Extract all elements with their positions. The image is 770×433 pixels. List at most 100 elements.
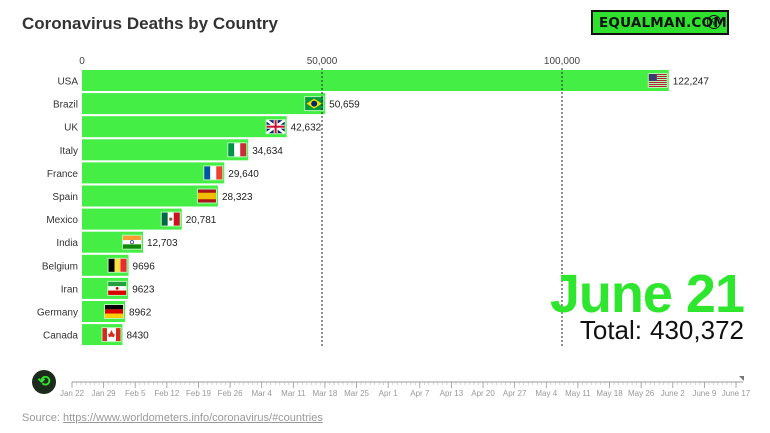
timeline-tick-label: May 11	[565, 389, 591, 398]
category-label: Spain	[52, 192, 78, 203]
total-value: 430,372	[650, 315, 744, 345]
timeline-tick-label: Jan 29	[92, 389, 117, 398]
timeline-slider[interactable]: Jan 22 Jan 29 Feb 5 Feb 12 Feb 19 Feb 26 Mar 4…	[0, 370, 770, 404]
flag-band	[102, 328, 107, 342]
category-label: Germany	[37, 308, 78, 319]
category-label: USA	[57, 77, 78, 88]
x-tick-label: 50,000	[307, 56, 338, 67]
timeline-tick-label: Feb 12	[154, 389, 179, 398]
value-label: 8430	[126, 331, 149, 342]
timeline-tick-label: Feb 19	[186, 389, 211, 398]
timeline-tick-label: Apr 1	[379, 389, 399, 398]
bar-uk	[82, 116, 287, 138]
flag-stripe	[648, 74, 667, 75]
flag-globe	[311, 100, 318, 107]
timeline-handle	[739, 376, 744, 381]
flag-band	[105, 309, 124, 314]
value-label: 12,703	[147, 238, 178, 249]
flag-band	[216, 166, 223, 180]
flag-band	[161, 212, 168, 226]
total-deaths: Total: 430,372	[572, 315, 744, 346]
bar-usa	[82, 70, 669, 91]
flag-band	[105, 305, 124, 310]
flag-stripe	[648, 80, 667, 81]
flag-band	[173, 212, 180, 226]
bar-brazil	[82, 93, 326, 115]
timeline-tick-label: May 18	[596, 389, 623, 398]
value-label: 34,634	[252, 146, 283, 157]
flag-chakra	[130, 240, 134, 245]
flag-band	[122, 240, 141, 245]
flag-stripe	[648, 82, 667, 83]
category-label: Mexico	[46, 215, 78, 226]
bar-france	[82, 162, 225, 184]
timeline-tick-label: June 17	[722, 389, 751, 398]
total-label: Total:	[579, 315, 643, 345]
category-label: India	[56, 238, 78, 249]
flag-leaf	[107, 330, 115, 338]
flag-band	[228, 143, 235, 157]
flag-stripe	[648, 76, 667, 77]
timeline-tick-label: Jan 22	[60, 389, 85, 398]
bar-chart: 0 50,000 100,000 USA 122,247 Brazil 50,659 UK 42…	[37, 56, 710, 346]
flag-band	[122, 235, 141, 241]
timeline-tick-label: Apr 20	[471, 389, 495, 398]
value-label: 20,781	[186, 215, 217, 226]
value-label: 50,659	[329, 100, 360, 111]
timeline-tick-label: Feb 5	[125, 389, 146, 398]
x-tick-label: 0	[79, 56, 85, 67]
value-label: 8962	[129, 308, 152, 319]
value-label: 122,247	[673, 77, 710, 88]
flag-stripe	[648, 86, 667, 87]
bar-mexico	[82, 208, 182, 230]
flag-band	[108, 258, 115, 272]
timeline-tick-label: May 26	[628, 389, 655, 398]
date-label: June 21	[549, 264, 745, 324]
flag-band	[108, 281, 127, 287]
flag-stripe	[648, 84, 667, 85]
category-label: France	[47, 169, 79, 180]
value-label: 9696	[133, 261, 156, 272]
category-label: Canada	[43, 331, 78, 342]
timeline-tick-label: Apr 27	[503, 389, 527, 398]
flag-band	[105, 313, 124, 318]
flag-band	[114, 258, 121, 272]
bar-spain	[82, 185, 218, 207]
timeline-tick-label: June 2	[661, 389, 686, 398]
timeline-tick-label: Apr 13	[440, 389, 464, 398]
flag-cross	[266, 125, 285, 128]
chart-title: Coronavirus Deaths by Country	[22, 14, 278, 33]
source-line: Source: https://www.worldometers.info/co…	[22, 412, 323, 424]
value-label: 9623	[132, 284, 155, 295]
x-tick-label: 100,000	[544, 56, 581, 67]
flag-stripe	[648, 78, 667, 79]
replay-icon[interactable]: ⟲	[32, 370, 56, 394]
flag-band	[115, 328, 121, 342]
timeline-tick-label: Mar 11	[281, 389, 306, 398]
brand-logo[interactable]: EQUALMAN.COM ⚲	[591, 10, 729, 35]
category-label: Italy	[60, 146, 78, 157]
flag-band	[234, 143, 241, 157]
timeline-tick-label: Mar 18	[312, 389, 337, 398]
location-pin-icon: ⚲	[707, 15, 721, 29]
value-label: 29,640	[228, 169, 259, 180]
flag-band	[120, 258, 127, 272]
category-label: Iran	[61, 284, 78, 295]
timeline-tick-label: Mar 4	[251, 389, 272, 398]
value-label: 42,632	[291, 123, 322, 134]
brand-label: EQUALMAN.COM	[599, 14, 727, 31]
timeline-tick-label: May 4	[535, 389, 557, 398]
flag-emblem	[115, 287, 119, 290]
flag-band	[210, 166, 217, 180]
timeline-tick-label: June 9	[692, 389, 717, 398]
source-link[interactable]: https://www.worldometers.info/coronaviru…	[62, 412, 323, 424]
flag-band	[204, 166, 211, 180]
flag-band	[197, 192, 216, 200]
flag-band	[122, 244, 141, 249]
source-label: Source:	[22, 412, 60, 424]
flag-band	[240, 143, 247, 157]
category-label: Brazil	[53, 100, 78, 111]
value-label: 28,323	[222, 192, 253, 203]
timeline-tick-label: Feb 26	[218, 389, 243, 398]
flag-band	[108, 290, 127, 295]
